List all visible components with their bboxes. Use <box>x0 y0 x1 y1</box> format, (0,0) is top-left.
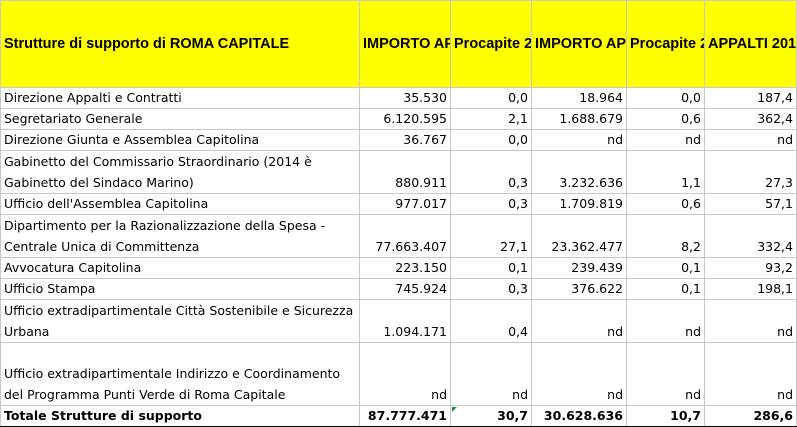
cell-importo-2015[interactable]: 977.017 <box>359 193 451 215</box>
table-row: Ufficio Stampa 745.924 0,3 376.622 0,1 1… <box>0 278 797 300</box>
cell-procapite-2015[interactable]: 0,0 <box>450 129 532 151</box>
cell-procapite-2014[interactable]: nd <box>626 299 705 343</box>
cell-ratio[interactable]: 93,2 <box>704 257 797 279</box>
header-importo-2014[interactable]: IMPORTO APPALTI 2014 <box>531 0 627 88</box>
cell-procapite-2014[interactable]: 0,1 <box>626 257 705 279</box>
header-importo-2015[interactable]: IMPORTO APPALTI 2015 <box>359 0 451 88</box>
cell-procapite-2015[interactable]: nd <box>450 342 532 406</box>
cell-struttura[interactable]: Avvocatura Capitolina <box>0 257 360 279</box>
cell-procapite-2014[interactable]: 1,1 <box>626 150 705 194</box>
total-ratio[interactable]: 286,6 <box>704 405 797 427</box>
total-procapite-2015-value: 30,7 <box>497 408 528 423</box>
total-importo-2015[interactable]: 87.777.471 <box>359 405 451 427</box>
cell-ratio[interactable]: nd <box>704 342 797 406</box>
cell-procapite-2015[interactable]: 0,3 <box>450 150 532 194</box>
cell-procapite-2014[interactable]: 0,6 <box>626 108 705 130</box>
table-row: Segretariato Generale 6.120.595 2,1 1.68… <box>0 108 797 130</box>
cell-importo-2014[interactable]: nd <box>531 129 627 151</box>
cell-importo-2014[interactable]: 1.688.679 <box>531 108 627 130</box>
cell-importo-2014[interactable]: nd <box>531 299 627 343</box>
cell-procapite-2014[interactable]: nd <box>626 129 705 151</box>
table-row: Direzione Giunta e Assemblea Capitolina … <box>0 129 797 151</box>
header-procapite-2014[interactable]: Procapite 2014 <box>626 0 705 88</box>
table-row: Ufficio dell'Assemblea Capitolina 977.01… <box>0 193 797 215</box>
cell-ratio[interactable]: 332,4 <box>704 214 797 258</box>
total-row: Totale Strutture di supporto 87.777.471 … <box>0 405 797 427</box>
total-label[interactable]: Totale Strutture di supporto <box>0 405 360 427</box>
cell-struttura[interactable]: Ufficio Stampa <box>0 278 360 300</box>
cell-importo-2015[interactable]: 35.530 <box>359 87 451 109</box>
cell-struttura[interactable]: Ufficio extradipartimentale Indirizzo e … <box>0 342 360 406</box>
cell-importo-2015[interactable]: 880.911 <box>359 150 451 194</box>
total-procapite-2014[interactable]: 10,7 <box>626 405 705 427</box>
cell-ratio[interactable]: nd <box>704 129 797 151</box>
cell-ratio[interactable]: nd <box>704 299 797 343</box>
cell-importo-2014[interactable]: nd <box>531 342 627 406</box>
cell-struttura[interactable]: Direzione Appalti e Contratti <box>0 87 360 109</box>
cell-ratio[interactable]: 57,1 <box>704 193 797 215</box>
cell-importo-2015[interactable]: 1.094.171 <box>359 299 451 343</box>
cell-procapite-2014[interactable]: 0,6 <box>626 193 705 215</box>
cell-importo-2015[interactable]: 6.120.595 <box>359 108 451 130</box>
cell-procapite-2014[interactable]: 0,0 <box>626 87 705 109</box>
cell-procapite-2015[interactable]: 0,4 <box>450 299 532 343</box>
cell-importo-2014[interactable]: 239.439 <box>531 257 627 279</box>
cell-procapite-2014[interactable]: 8,2 <box>626 214 705 258</box>
cell-importo-2015[interactable]: 223.150 <box>359 257 451 279</box>
cell-ratio[interactable]: 198,1 <box>704 278 797 300</box>
header-row: Strutture di supporto di ROMA CAPITALE I… <box>0 0 797 88</box>
header-procapite-2015[interactable]: Procapite 2015 <box>450 0 532 88</box>
total-importo-2014[interactable]: 30.628.636 <box>531 405 627 427</box>
table-row: Gabinetto del Commissario Straordinario … <box>0 150 797 194</box>
cell-struttura[interactable]: Segretariato Generale <box>0 108 360 130</box>
header-struttura[interactable]: Strutture di supporto di ROMA CAPITALE <box>0 0 360 88</box>
cell-procapite-2014[interactable]: nd <box>626 342 705 406</box>
cell-ratio[interactable]: 187,4 <box>704 87 797 109</box>
cell-procapite-2015[interactable]: 0,3 <box>450 278 532 300</box>
table-row: Dipartimento per la Razionalizzazione de… <box>0 214 797 258</box>
table-row: Avvocatura Capitolina 223.150 0,1 239.43… <box>0 257 797 279</box>
table-row: Ufficio extradipartimentale Città Sosten… <box>0 299 797 343</box>
cell-procapite-2015[interactable]: 0,0 <box>450 87 532 109</box>
cell-struttura[interactable]: Dipartimento per la Razionalizzazione de… <box>0 214 360 258</box>
cell-struttura[interactable]: Ufficio extradipartimentale Città Sosten… <box>0 299 360 343</box>
cell-procapite-2015[interactable]: 0,1 <box>450 257 532 279</box>
table-row: Ufficio extradipartimentale Indirizzo e … <box>0 342 797 406</box>
cell-importo-2014[interactable]: 1.709.819 <box>531 193 627 215</box>
cell-importo-2014[interactable]: 18.964 <box>531 87 627 109</box>
cell-struttura[interactable]: Gabinetto del Commissario Straordinario … <box>0 150 360 194</box>
table-row: Direzione Appalti e Contratti 35.530 0,0… <box>0 87 797 109</box>
note-marker-icon <box>452 407 457 412</box>
cell-procapite-2014[interactable]: 0,1 <box>626 278 705 300</box>
header-appalti-ratio[interactable]: APPALTI 2015/2014 <box>704 0 797 88</box>
cell-struttura[interactable]: Direzione Giunta e Assemblea Capitolina <box>0 129 360 151</box>
cell-importo-2015[interactable]: 745.924 <box>359 278 451 300</box>
total-procapite-2015[interactable]: 30,7 <box>450 405 532 427</box>
cell-ratio[interactable]: 27,3 <box>704 150 797 194</box>
cell-importo-2014[interactable]: 376.622 <box>531 278 627 300</box>
cell-importo-2015[interactable]: 77.663.407 <box>359 214 451 258</box>
cell-importo-2014[interactable]: 23.362.477 <box>531 214 627 258</box>
cell-procapite-2015[interactable]: 2,1 <box>450 108 532 130</box>
cell-importo-2015[interactable]: nd <box>359 342 451 406</box>
cell-importo-2014[interactable]: 3.232.636 <box>531 150 627 194</box>
cell-procapite-2015[interactable]: 0,3 <box>450 193 532 215</box>
cell-procapite-2015[interactable]: 27,1 <box>450 214 532 258</box>
cell-struttura[interactable]: Ufficio dell'Assemblea Capitolina <box>0 193 360 215</box>
cell-ratio[interactable]: 362,4 <box>704 108 797 130</box>
cell-importo-2015[interactable]: 36.767 <box>359 129 451 151</box>
